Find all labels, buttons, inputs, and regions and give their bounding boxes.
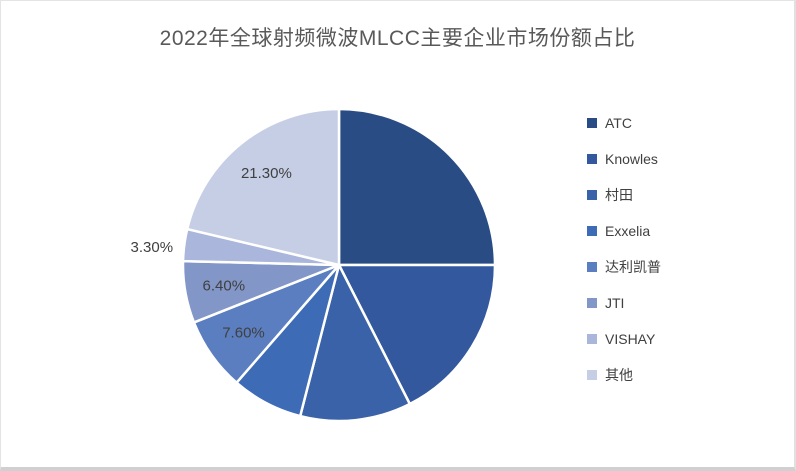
legend-marker-icon — [587, 261, 597, 272]
pie-slice-1-Knowles[interactable] — [337, 263, 497, 406]
legend-item-VISHAY[interactable]: VISHAY — [587, 330, 661, 347]
legend-item-ATC[interactable]: ATC — [587, 114, 661, 131]
legend-marker-icon — [587, 225, 597, 236]
pie-slice-2-村田[interactable] — [298, 263, 412, 423]
legend: ATC Knowles 村田 Exxelia 达利凯普 JTI VISHAY 其他 — [587, 114, 661, 383]
legend-label: 达利凯普 — [605, 258, 661, 275]
legend-item-JTI[interactable]: JTI — [587, 294, 661, 311]
legend-label: VISHAY — [605, 330, 656, 347]
legend-label: 其他 — [605, 366, 633, 383]
legend-marker-icon — [587, 369, 597, 380]
legend-label: Knowles — [605, 150, 658, 167]
legend-marker-icon — [587, 297, 597, 308]
legend-marker-icon — [587, 153, 597, 164]
legend-item-Knowles[interactable]: Knowles — [587, 150, 661, 167]
data-label-JTI: 6.40% — [203, 278, 246, 295]
legend-item-Exxelia[interactable]: Exxelia — [587, 222, 661, 239]
legend-marker-icon — [587, 117, 597, 128]
data-label-达利凯普: 7.60% — [222, 325, 265, 342]
data-label-VISHAY: 3.30% — [131, 239, 174, 256]
legend-label: ATC — [605, 114, 632, 131]
legend-item-其他[interactable]: 其他 — [587, 366, 661, 383]
legend-label: 村田 — [605, 186, 633, 203]
legend-item-村田[interactable]: 村田 — [587, 186, 661, 203]
legend-label: Exxelia — [605, 222, 651, 239]
chart-title: 2022年全球射频微波MLCC主要企业市场份额占比 — [159, 27, 636, 50]
data-label-其他: 21.30% — [241, 165, 292, 182]
pie-slice-0-ATC[interactable] — [337, 107, 497, 267]
legend-label: JTI — [605, 294, 625, 311]
legend-item-达利凯普[interactable]: 达利凯普 — [587, 258, 661, 275]
pie-slice-7-其他[interactable] — [185, 107, 341, 267]
legend-marker-icon — [587, 333, 597, 344]
legend-marker-icon — [587, 189, 597, 200]
